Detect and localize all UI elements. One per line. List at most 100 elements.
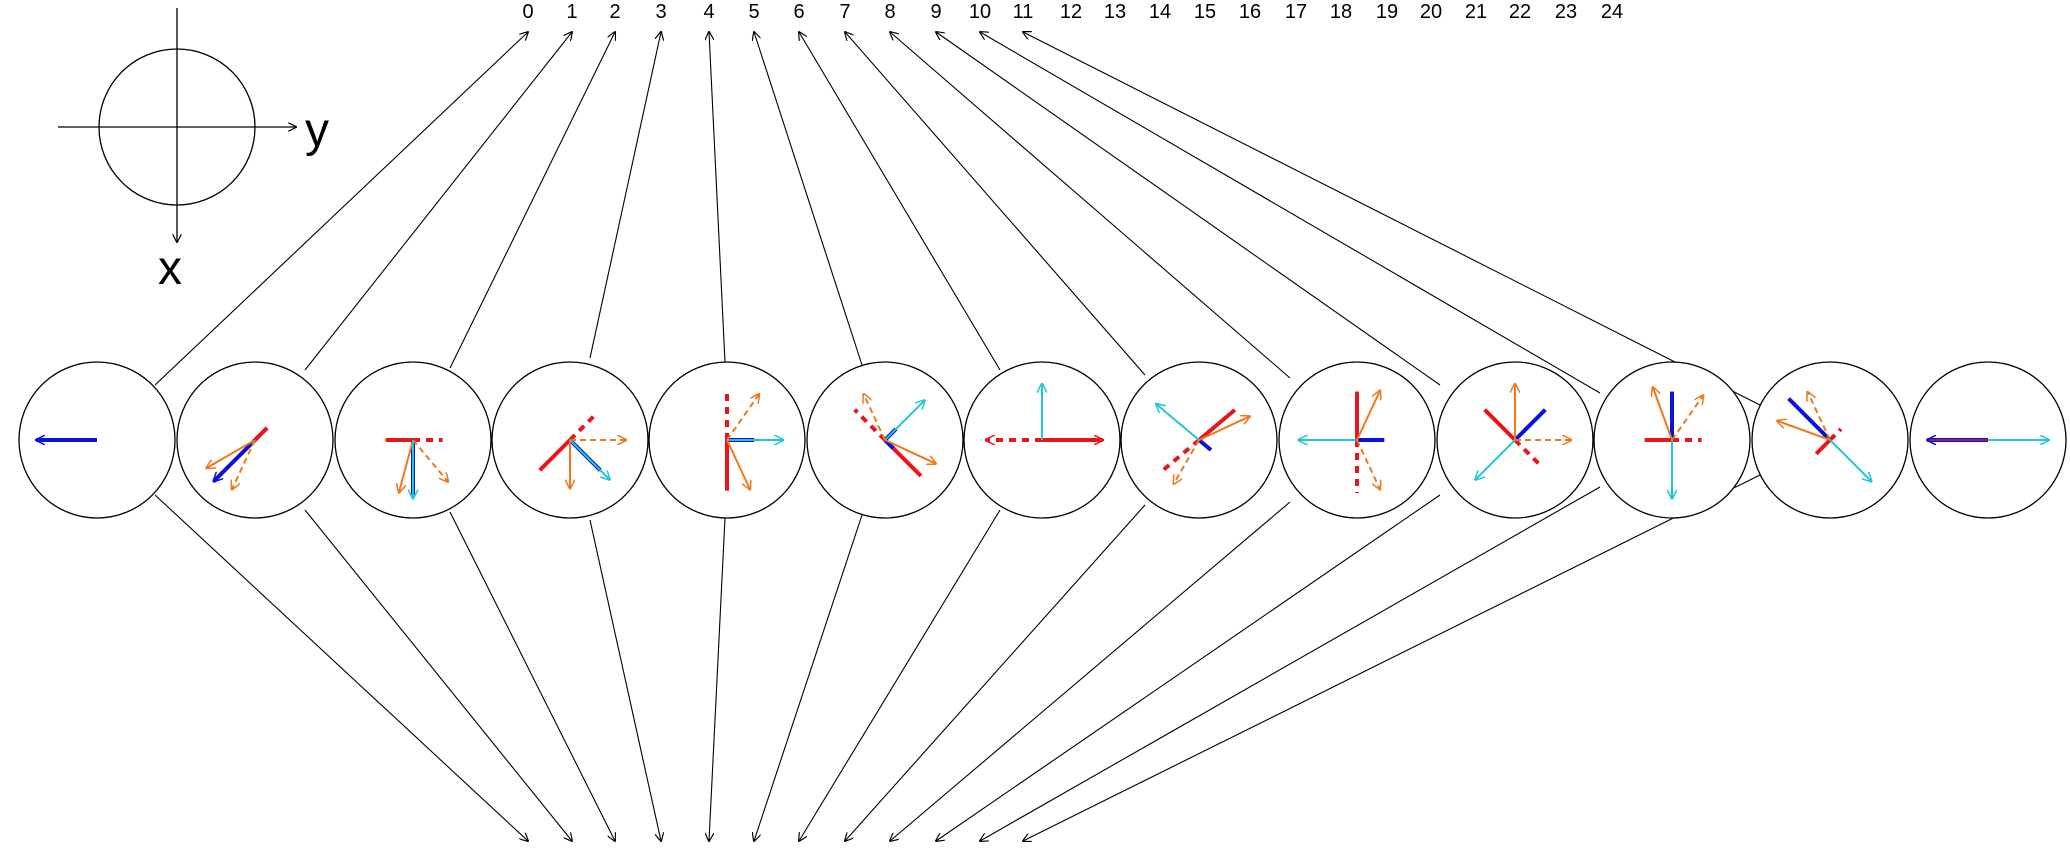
cyan-vector-5 [1475,439,1516,480]
top-labels: 0 1 2 3 4 5 6 7 8 9 10 11 12 13 14 15 16 17 18 19 20 21 22 23 24 [522,1,1623,23]
orange-vector-4 [412,439,448,482]
connector-top-3 [589,32,661,359]
legend-x-label: x [158,242,182,295]
connector-bottom-1 [304,509,572,841]
connector-top-4 [709,32,726,363]
top-label-11: 11 [1013,1,1034,23]
connector-lines [154,32,1761,841]
red-vector-1 [568,410,600,442]
frame-circle-8 [1278,361,1436,519]
top-label-10: 10 [969,1,991,23]
connector-top-8 [890,32,1291,379]
connector-bottom-3 [589,519,661,841]
top-label-4: 4 [703,1,714,23]
connector-bottom-10 [980,486,1601,841]
orange-vector-3 [206,439,256,468]
connector-bottom-6 [799,509,1001,841]
blue-vector-2 [1787,397,1832,442]
orange-vector-3 [399,439,414,493]
top-label-23: 23 [1555,1,1577,23]
orange-vector-3 [1653,387,1673,441]
top-label-22: 22 [1509,1,1531,23]
blue-vector-2 [1197,438,1213,452]
red-vector-0 [1483,408,1517,442]
top-label-8: 8 [884,1,895,23]
connector-bottom-9 [936,494,1441,841]
frame-circle-6 [963,361,1121,519]
top-label-16: 16 [1239,1,1261,23]
top-label-6: 6 [793,1,804,23]
red-vector-0 [1814,438,1832,456]
cyan-vector-5 [569,439,610,480]
connector-bottom-4 [709,517,726,841]
orange-vector-4 [1671,395,1703,441]
cyan-vector-4 [884,400,925,441]
top-label-3: 3 [655,1,666,23]
orange-vector-6 [864,394,886,441]
top-label-2: 2 [609,1,620,23]
connector-bottom-7 [845,504,1146,841]
red-vector-0 [538,438,572,472]
top-label-21: 21 [1465,1,1487,23]
connector-bottom-8 [890,501,1291,841]
orange-vector-3 [1777,421,1831,441]
top-label-15: 15 [1194,1,1216,23]
orange-vector-5 [884,439,936,464]
orange-vector-3 [1198,416,1250,441]
top-label-5: 5 [748,1,759,23]
top-label-13: 13 [1104,1,1126,23]
top-label-1: 1 [566,1,577,23]
orange-vector-4 [726,439,750,490]
top-label-14: 14 [1149,1,1171,23]
connector-bottom-0 [154,494,528,841]
red-vector-0 [1197,408,1237,442]
frame-circle-7 [1120,361,1278,519]
red-vector-1 [1513,438,1545,470]
frame-circle-0 [18,361,176,519]
frame-circle-11 [1751,361,1909,519]
orange-vector-4 [1356,391,1380,441]
connector-top-6 [799,32,1001,371]
orange-vector-4 [1174,439,1200,484]
connector-top-9 [936,32,1441,386]
blue-vector-2 [214,438,257,481]
blue-vector-2 [1513,408,1547,442]
connector-bottom-2 [449,511,615,841]
legend-y-label: y [305,104,329,157]
top-label-17: 17 [1285,1,1307,23]
red-vector-1 [1828,427,1843,442]
connector-top-1 [304,32,572,371]
top-label-7: 7 [839,1,850,23]
orange-vector-4 [232,439,256,490]
connector-bottom-5 [754,514,863,841]
frame-circle-4 [648,361,806,519]
connector-bottom-11 [1023,474,1761,841]
circle-row [18,361,2067,519]
frame-circle-1 [176,361,334,519]
top-label-12: 12 [1060,1,1082,23]
top-label-20: 20 [1420,1,1442,23]
red-vector-1 [1158,438,1201,475]
connector-top-10 [980,32,1601,394]
orange-vector-4 [1808,392,1831,441]
connector-top-5 [754,32,863,366]
axis-legend: y x [58,8,329,295]
frame-circle-3 [491,361,649,519]
red-vector-1 [253,426,269,442]
top-label-9: 9 [930,1,941,23]
connector-top-7 [845,32,1146,376]
frame-circle-5 [806,361,964,519]
top-label-18: 18 [1330,1,1352,23]
cyan-vector-5 [1156,404,1200,441]
top-label-19: 19 [1376,1,1398,23]
top-label-24: 24 [1601,1,1623,23]
cyan-vector-5 [1829,439,1871,481]
connector-top-2 [449,32,615,369]
connector-top-11 [1023,32,1761,406]
connector-top-0 [154,32,528,386]
frame-circle-10 [1593,361,1751,519]
frame-circle-12 [1909,361,2067,519]
frame-circle-2 [334,361,492,519]
frame-circle-9 [1436,361,1594,519]
